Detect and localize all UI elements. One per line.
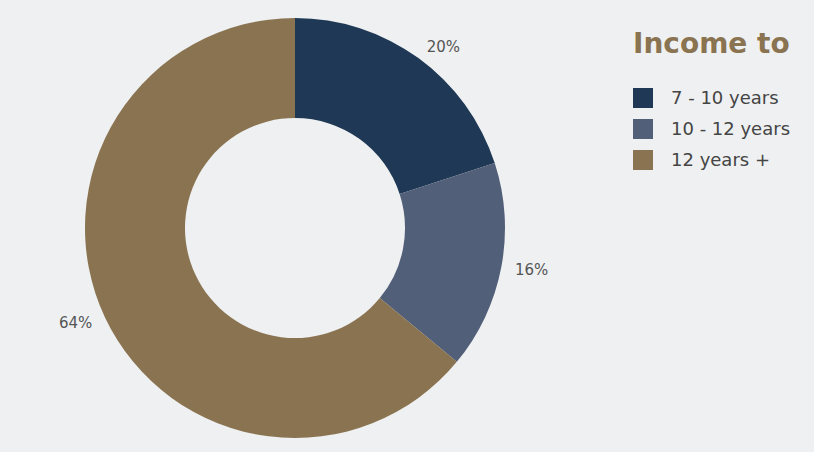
svg-text:20%: 20% [427,38,460,56]
html-text:Income to: Income to [633,27,790,60]
html-text:7 - 10 years: 7 - 10 years [671,87,779,108]
svg-text:16%: 16% [515,261,548,279]
html-text:10 - 12 years: 10 - 12 years [671,118,790,139]
html-text:12 years +: 12 years + [671,149,770,170]
svg-text:64%: 64% [59,314,92,332]
